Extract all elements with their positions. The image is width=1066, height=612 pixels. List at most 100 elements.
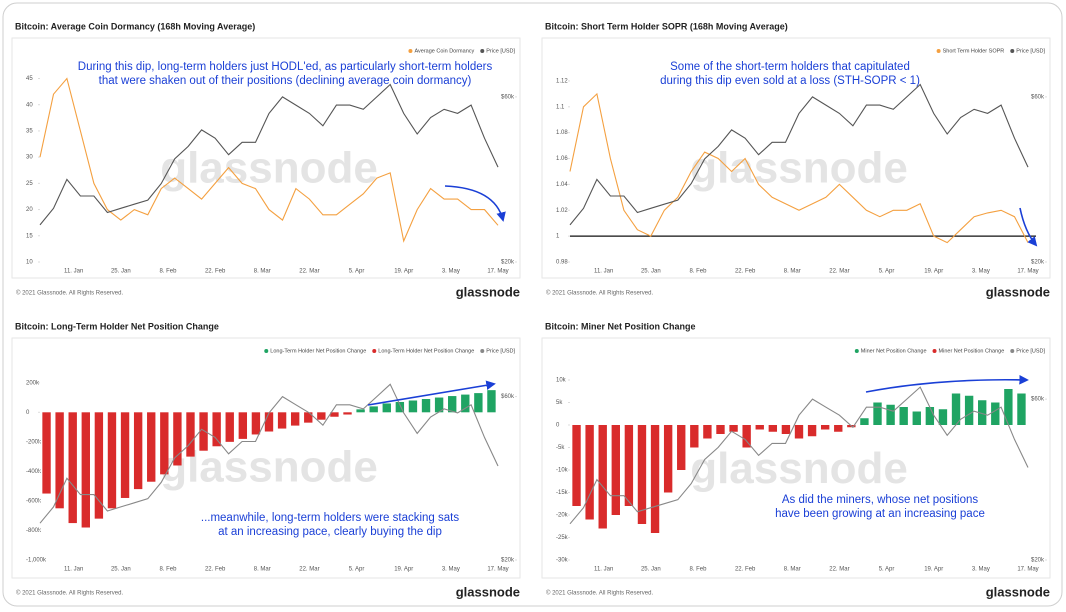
y-tick-label: 200k [26, 380, 40, 386]
x-tick-label: 19. Apr [394, 269, 413, 275]
y2-tick-label: $20k [501, 260, 515, 266]
x-tick-label: 5. Apr [879, 269, 895, 275]
x-tick-label: 5. Apr [349, 567, 365, 573]
y-tick-label: 0 [26, 410, 30, 416]
bar [585, 425, 594, 520]
y-tick-label: -30k [556, 558, 569, 564]
x-tick-label: 25. Jan [641, 269, 661, 275]
bar [637, 425, 647, 524]
y2-tick-label: $20k [1031, 558, 1045, 564]
bar [820, 425, 830, 430]
x-tick-label: 22. Mar [829, 269, 849, 275]
footer: © 2021 Glassnode. All Rights Reserved. [16, 590, 123, 597]
legend-swatch [264, 349, 269, 353]
series-line [39, 383, 499, 524]
bar [448, 396, 457, 413]
x-tick-label: 8. Mar [254, 269, 271, 275]
bar [716, 425, 725, 434]
x-tick-label: 5. Apr [879, 567, 895, 573]
legend-label: Price [USD] [1016, 48, 1045, 54]
footer: © 2021 Glassnode. All Rights Reserved. [546, 590, 653, 597]
x-tick-label: 22. Feb [205, 567, 226, 573]
x-tick-label: 19. Apr [924, 567, 943, 573]
bar [487, 390, 496, 413]
bar [330, 412, 339, 417]
bar [343, 412, 352, 415]
x-tick-label: 22. Feb [205, 269, 226, 275]
series-line [569, 386, 1029, 525]
brand: glassnode [986, 284, 1050, 299]
y-tick-label: 0.98 [556, 260, 568, 266]
bar [42, 412, 51, 494]
annotation: have been growing at an increasing pace [775, 508, 985, 520]
legend-swatch [936, 49, 941, 53]
bar [277, 412, 287, 429]
bar [173, 412, 182, 466]
y-tick-label: 1.02 [556, 208, 568, 214]
x-tick-label: 5. Apr [349, 269, 365, 275]
x-tick-label: 8. Feb [159, 269, 177, 275]
x-tick-label: 8. Mar [784, 269, 801, 275]
brand: glassnode [986, 584, 1050, 599]
y-tick-label: 1.08 [556, 130, 568, 136]
y2-tick-label: $60k [1031, 94, 1045, 100]
bar [572, 425, 581, 506]
panel-box [11, 337, 521, 579]
bar [160, 412, 169, 475]
charts: Bitcoin: Average Coin Dormancy (168h Mov… [15, 21, 1050, 599]
bar [978, 400, 987, 425]
x-tick-label: 8. Feb [159, 567, 177, 573]
legend-label: Price [USD] [486, 48, 515, 54]
y-tick-label: 35 [26, 128, 33, 134]
y-tick-label: -1,000k [26, 558, 47, 564]
y-tick-label: 10 [26, 260, 33, 266]
x-tick-label: 17. May [487, 269, 508, 275]
y-tick-label: 15 [26, 233, 33, 239]
y-tick-label: 0 [556, 423, 560, 429]
annotation: during this dip even sold at a loss (STH… [660, 75, 920, 87]
annotation: Some of the short-term holders that capi… [670, 61, 910, 73]
bar [690, 425, 699, 448]
panel-box [541, 37, 1051, 279]
watermark: glassnode [690, 144, 908, 193]
bar [356, 409, 365, 413]
x-tick-label: 25. Jan [111, 567, 131, 573]
x-tick-label: 25. Jan [641, 567, 661, 573]
annotation: ...meanwhile, long-term holders were sta… [201, 512, 459, 524]
bar [964, 395, 974, 425]
legend-label: Price [USD] [486, 348, 515, 354]
legend-label: Miner Net Position Change [861, 348, 927, 354]
brand: glassnode [456, 584, 520, 599]
legend-swatch [480, 349, 485, 353]
annotation: at an increasing pace, clearly buying th… [218, 526, 442, 538]
bar [147, 412, 156, 482]
y-tick-label: -20k [556, 513, 569, 519]
bar [834, 425, 843, 432]
y-tick-label: 5k [556, 400, 563, 406]
x-tick-label: 3. May [972, 567, 990, 573]
y-tick-label: 30 [26, 155, 33, 161]
x-tick-label: 17. May [487, 567, 508, 573]
y-tick-label: -5k [556, 445, 565, 451]
bar [611, 425, 620, 515]
bar [461, 394, 470, 413]
y-tick-label: 1.12 [556, 79, 568, 85]
x-tick-label: 8. Feb [689, 567, 707, 573]
y-tick-label: 40 [26, 102, 33, 108]
bar [768, 425, 778, 432]
x-tick-label: 11. Jan [64, 567, 83, 573]
x-tick-label: 8. Mar [254, 567, 271, 573]
panel-box [541, 337, 1051, 579]
bar [421, 399, 431, 413]
y-tick-label: 20 [26, 207, 33, 213]
bar [781, 425, 791, 434]
y-tick-label: 1.06 [556, 156, 568, 162]
y2-tick-label: $60k [501, 94, 515, 100]
y-tick-label: 25 [26, 181, 33, 187]
annotation: During this dip, long-term holders just … [78, 61, 493, 73]
y2-tick-label: $20k [501, 558, 515, 564]
y-tick-label: 1.1 [556, 104, 565, 110]
bar [1017, 393, 1026, 425]
